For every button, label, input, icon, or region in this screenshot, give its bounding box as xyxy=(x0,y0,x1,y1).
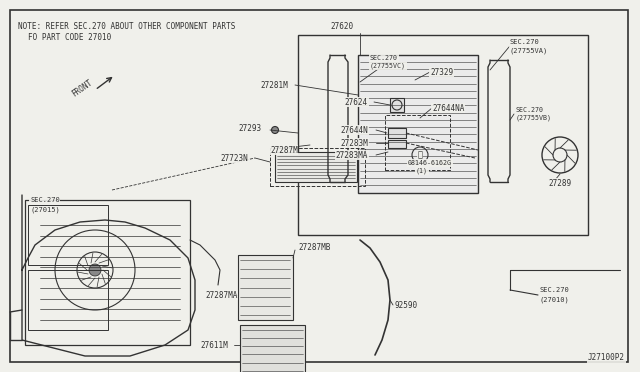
Text: (27015): (27015) xyxy=(30,207,60,213)
Text: FO PART CODE 27010: FO PART CODE 27010 xyxy=(28,33,111,42)
Bar xyxy=(28,270,108,330)
Text: 27620: 27620 xyxy=(330,22,353,31)
Circle shape xyxy=(271,126,278,134)
Text: 27293: 27293 xyxy=(239,124,262,132)
Text: NOTE: REFER SEC.270 ABOUT OTHER COMPONENT PARTS: NOTE: REFER SEC.270 ABOUT OTHER COMPONEN… xyxy=(18,22,236,31)
Text: (27755VB): (27755VB) xyxy=(516,115,552,121)
Text: 27611M: 27611M xyxy=(200,340,228,350)
Text: (1): (1) xyxy=(416,168,428,174)
Bar xyxy=(390,98,404,112)
Text: 92590: 92590 xyxy=(395,301,418,310)
Text: SEC.270: SEC.270 xyxy=(516,107,544,113)
Text: 27281M: 27281M xyxy=(260,80,288,90)
Text: J27100P2: J27100P2 xyxy=(588,353,625,362)
Bar xyxy=(28,205,108,265)
Text: 27287M: 27287M xyxy=(270,145,298,154)
Text: (27755VA): (27755VA) xyxy=(510,48,548,54)
Text: FRONT: FRONT xyxy=(70,78,94,98)
Bar xyxy=(238,255,293,320)
Text: 27644N: 27644N xyxy=(340,125,368,135)
Bar xyxy=(388,140,406,148)
Bar xyxy=(358,55,478,193)
Text: (27755VC): (27755VC) xyxy=(370,63,406,69)
Text: 27287MA: 27287MA xyxy=(205,291,237,299)
Bar xyxy=(298,35,588,235)
Text: SEC.270: SEC.270 xyxy=(510,39,540,45)
Text: (27010): (27010) xyxy=(540,297,570,303)
Circle shape xyxy=(89,264,101,276)
Text: 27283MA: 27283MA xyxy=(335,151,368,160)
Bar xyxy=(270,148,365,186)
Text: 27283M: 27283M xyxy=(340,138,368,148)
Text: 27287MB: 27287MB xyxy=(298,244,330,253)
Text: 08146-6162G: 08146-6162G xyxy=(408,160,452,166)
Text: SEC.270: SEC.270 xyxy=(30,197,60,203)
Text: SEC.270: SEC.270 xyxy=(370,55,398,61)
Text: Ⓢ: Ⓢ xyxy=(417,151,422,160)
Bar xyxy=(388,128,406,138)
Bar xyxy=(385,115,450,170)
Text: 27644NA: 27644NA xyxy=(432,103,465,112)
Bar xyxy=(240,325,305,372)
Text: 27624: 27624 xyxy=(345,97,368,106)
Text: SEC.270: SEC.270 xyxy=(540,287,570,293)
Bar xyxy=(25,200,190,345)
Text: 27723N: 27723N xyxy=(220,154,248,163)
Bar xyxy=(275,152,357,182)
Text: 27329: 27329 xyxy=(430,67,453,77)
Text: 27289: 27289 xyxy=(548,179,571,187)
